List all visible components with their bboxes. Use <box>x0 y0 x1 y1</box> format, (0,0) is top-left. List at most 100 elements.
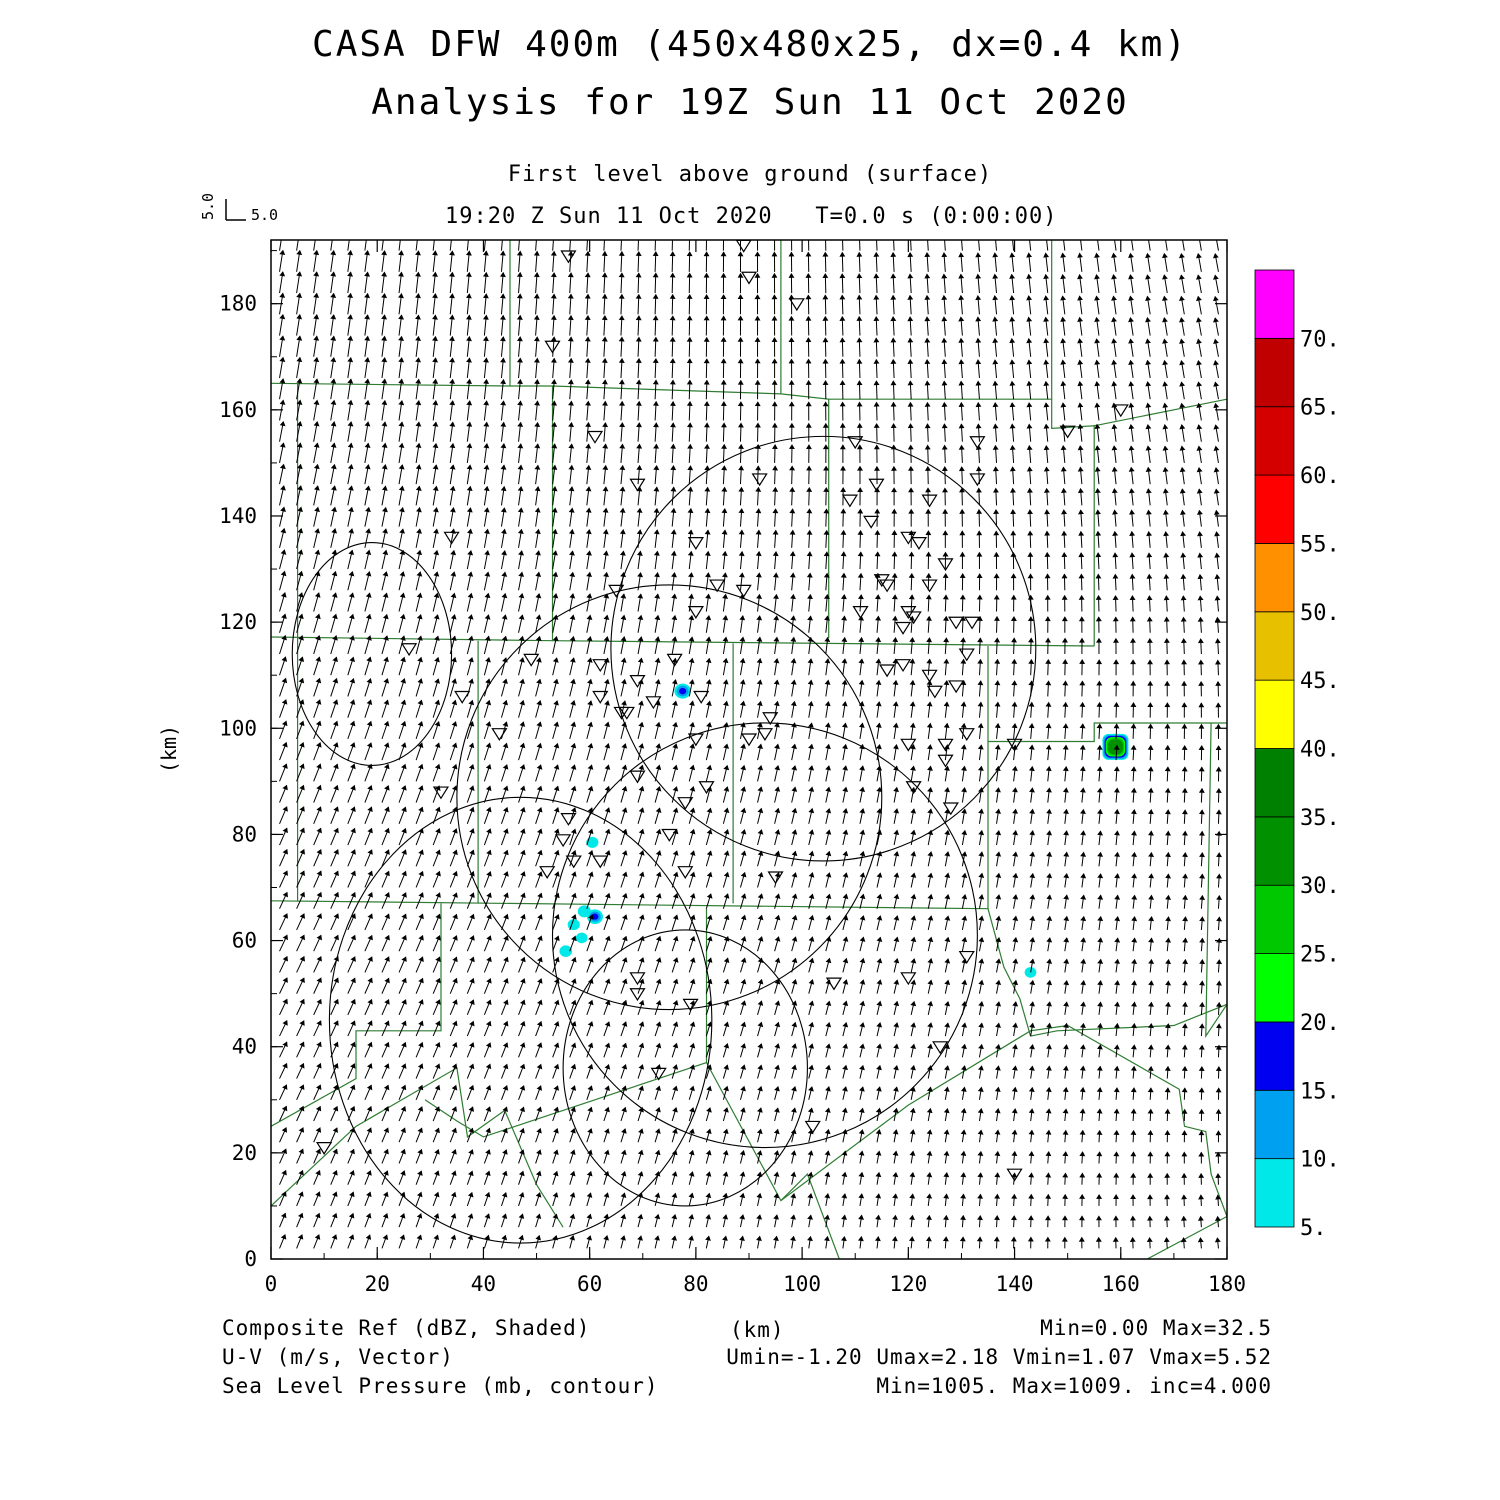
wind-vector-head <box>418 934 424 941</box>
wind-vector-head <box>1113 637 1119 643</box>
wind-vector-head <box>333 870 339 877</box>
wind-vector-head <box>281 699 288 705</box>
wind-vector-head <box>654 1192 661 1199</box>
wind-vector-head <box>553 978 560 984</box>
wind-vector-head <box>1028 658 1035 664</box>
wind-vector-head <box>771 422 778 428</box>
wind-vector-head <box>1027 530 1034 536</box>
wind-vector-head <box>1114 958 1121 964</box>
wind-vector-head <box>348 1212 355 1219</box>
county-line <box>1051 399 1095 646</box>
wind-vector-head <box>1129 552 1136 558</box>
wind-vector-head <box>771 251 778 257</box>
wind-vector-head <box>332 635 338 641</box>
wind-vector-head <box>636 443 643 449</box>
wind-vector-head <box>469 892 475 899</box>
wind-vector-head <box>518 230 522 234</box>
wind-vector-head <box>1077 380 1084 387</box>
wind-vector-head <box>756 700 763 707</box>
wind-vector-head <box>550 272 557 278</box>
wind-vector-head <box>279 335 286 341</box>
wind-vector-head <box>808 1086 814 1092</box>
wind-vector-head <box>909 1171 916 1178</box>
wind-vector-head <box>367 892 373 898</box>
wind-vector-head <box>808 1064 814 1071</box>
wind-vector-head <box>805 401 812 407</box>
wind-vector-head <box>1077 423 1084 429</box>
wind-vector-head <box>1062 1108 1069 1114</box>
wind-vector-head <box>1011 680 1018 686</box>
wind-vector-head <box>790 1214 796 1220</box>
wind-vector-head <box>570 828 577 835</box>
wind-vector-head <box>1061 552 1068 558</box>
wind-vector-head <box>1062 1193 1069 1199</box>
wind-vector-head <box>364 464 371 470</box>
wind-vector-head <box>977 1215 983 1221</box>
wind-vector-head <box>536 742 543 749</box>
wind-vector-head <box>740 936 747 942</box>
wind-vector-head <box>1131 1001 1137 1007</box>
wind-vector-head <box>805 251 812 257</box>
wind-vector-head <box>400 656 406 663</box>
wind-vector-head <box>299 806 305 812</box>
wind-vector-head <box>791 786 798 792</box>
wind-vector-head <box>586 1170 593 1177</box>
wind-vector-head <box>978 979 985 986</box>
wind-vector-head <box>315 699 322 705</box>
wind-vector-head <box>789 486 796 492</box>
wind-vector-head <box>722 1171 729 1177</box>
wind-vector-head <box>976 573 983 578</box>
wind-vector-head <box>740 764 747 771</box>
wind-vector-head <box>519 742 526 749</box>
wind-vector-head <box>910 829 917 836</box>
wind-vector-head <box>703 336 710 342</box>
wind-vector-head <box>282 955 288 962</box>
wind-vector-head <box>824 1214 830 1220</box>
wind-vector-head <box>824 1150 831 1156</box>
wind-vector-head <box>638 700 644 706</box>
wind-vector-head <box>331 230 335 234</box>
wind-vector-head <box>520 892 526 899</box>
wind-vector-head <box>1027 616 1034 621</box>
wind-vector-head <box>1012 1043 1018 1050</box>
wind-vector-head <box>314 485 320 491</box>
wind-vector-head <box>568 400 574 406</box>
wind-vector-head <box>825 914 832 921</box>
wind-vector-head <box>570 742 577 749</box>
wind-vector-head <box>739 231 743 235</box>
wind-vector-head <box>893 872 900 878</box>
wind-vector-head <box>756 679 763 685</box>
wind-vector-head <box>1044 530 1051 536</box>
wind-vector-head <box>279 378 286 384</box>
wind-vector-head <box>841 658 848 664</box>
wind-vector-head <box>688 1171 695 1177</box>
wind-vector-head <box>1096 1215 1102 1221</box>
wind-vector-head <box>500 485 507 492</box>
wind-vector-head <box>485 721 492 727</box>
wind-vector-head <box>332 677 339 684</box>
wind-vector-head <box>1044 509 1051 515</box>
wind-vector-head <box>1114 894 1121 900</box>
wind-vector-head <box>806 529 813 535</box>
wind-vector-head <box>961 894 968 900</box>
wind-vector-head <box>550 250 557 256</box>
wind-vector-head <box>281 1169 287 1176</box>
wind-vector-head <box>943 1172 950 1178</box>
wind-vector-head <box>655 914 662 920</box>
wind-vector-head <box>774 1085 780 1092</box>
wind-vector-head <box>1011 658 1018 664</box>
wind-vector-head <box>824 615 831 621</box>
wind-vector-head <box>977 1129 984 1135</box>
wind-vector-head <box>1062 1215 1068 1221</box>
wind-vector-head <box>706 893 713 899</box>
wind-vector-head <box>347 314 353 320</box>
wind-vector-head <box>1130 1129 1137 1135</box>
wind-vector-head <box>825 807 832 814</box>
wind-vector-head <box>1061 594 1068 600</box>
wind-vector-head <box>482 314 489 320</box>
wind-vector-head <box>908 572 915 578</box>
wind-vector-head <box>316 763 322 770</box>
wind-vector-head <box>754 294 761 300</box>
wind-vector-head <box>739 615 746 621</box>
wind-vector-head <box>789 508 796 514</box>
